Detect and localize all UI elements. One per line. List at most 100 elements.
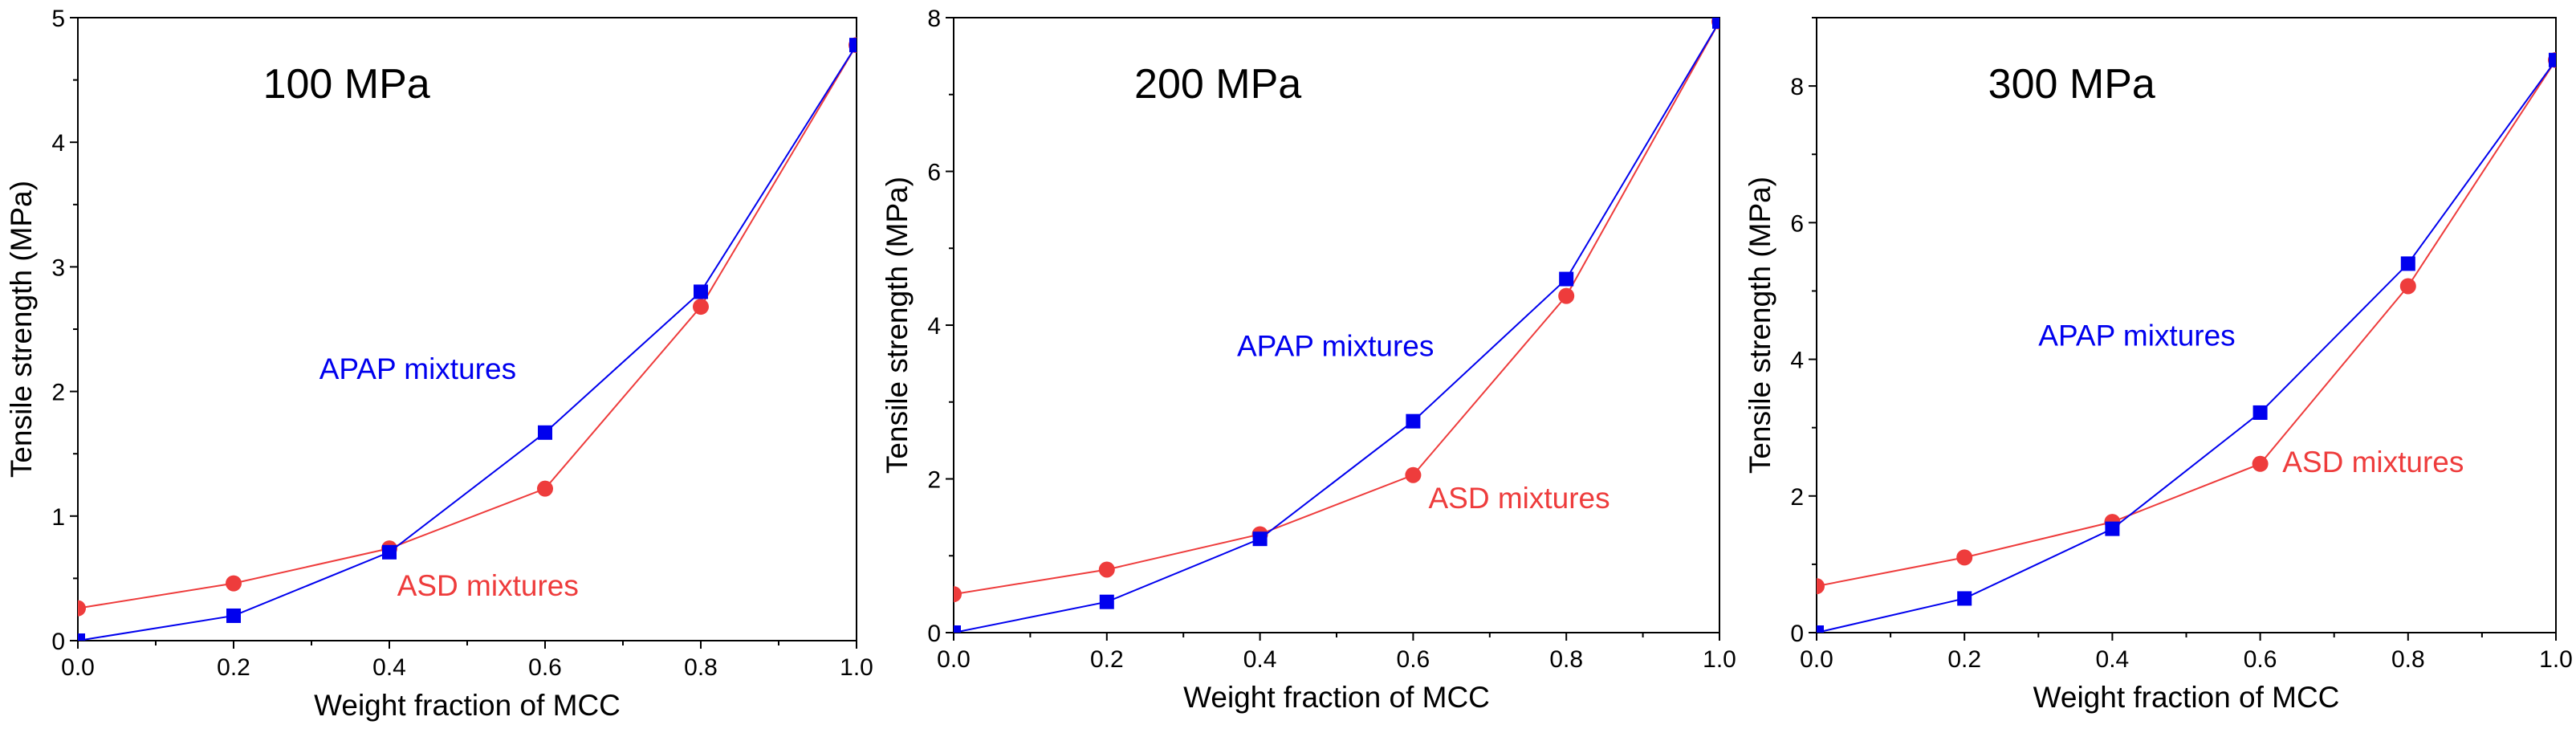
chart-panel-3: 0.0 0.2 0.4 0.6 0.8 1.0 0 2 4 6 8 Weight fraction o… [1744, 17, 2573, 714]
y-tick-label: 8 [927, 6, 941, 32]
x-tick-label: 0.0 [61, 654, 95, 681]
x-tick-label: 0.2 [217, 654, 250, 681]
data-point-asd [1098, 561, 1115, 578]
data-point-apap [1559, 271, 1574, 287]
annotation-asd-label: ASD mixtures [2282, 446, 2464, 478]
data-point-apap [538, 425, 552, 440]
x-axis-title: Weight fraction of MCC [314, 689, 621, 722]
series-line-asd [1817, 59, 2556, 588]
x-axis-title: Weight fraction of MCC [2033, 681, 2340, 714]
annotation-apap-label: APAP mixtures [2038, 320, 2235, 352]
annotation-asd-label: ASD mixtures [1428, 482, 1609, 515]
data-point-apap [1252, 531, 1268, 547]
x-tick-label: 0.6 [528, 654, 562, 681]
y-tick-label: 8 [1790, 74, 1804, 100]
panel-title: 200 MPa [1134, 61, 1301, 108]
x-tick-label: 0.4 [2096, 646, 2130, 673]
data-point-asd [226, 575, 242, 592]
annotation-asd-label: ASD mixtures [397, 569, 579, 602]
x-tick-label: 0.8 [684, 654, 718, 681]
series-line-apap [954, 21, 1719, 633]
data-point-apap [1957, 591, 1972, 606]
x-tick-label: 0.0 [937, 646, 971, 673]
plot-frame [953, 17, 1720, 633]
data-point-apap [2105, 521, 2120, 536]
y-axis-title: Tensile strength (MPa) [5, 181, 38, 478]
series-line-asd [78, 44, 857, 609]
panel-title: 100 MPa [263, 61, 430, 108]
data-point-apap [1712, 18, 1719, 29]
x-axis-title: Weight fraction of MCC [1183, 681, 1490, 714]
data-point-apap [2400, 256, 2415, 271]
series-asd [954, 18, 1719, 603]
data-point-asd [78, 600, 86, 617]
data-point-apap [382, 544, 397, 560]
x-tick-label: 1.0 [840, 654, 873, 681]
series-line-apap [78, 44, 857, 641]
data-point-asd [537, 480, 553, 497]
x-tick-label: 1.0 [2539, 646, 2573, 673]
data-point-apap [2252, 405, 2268, 420]
data-point-asd [1558, 287, 1575, 304]
y-tick-label: 2 [51, 380, 65, 406]
y-tick-label: 6 [1790, 210, 1804, 237]
plot-marks [1817, 51, 2556, 633]
data-point-asd [954, 586, 962, 603]
data-point-apap [1817, 625, 1824, 633]
y-axis-title: Tensile strength (MPa) [1744, 177, 1776, 474]
plot-marks [78, 37, 857, 641]
data-point-asd [1817, 578, 1825, 595]
panel-title: 300 MPa [1988, 61, 2155, 108]
y-tick-label: 1 [51, 504, 65, 531]
y-tick-label: 6 [927, 160, 941, 186]
data-point-asd [693, 299, 709, 316]
x-tick-label: 0.8 [1549, 646, 1583, 673]
data-point-apap [226, 608, 241, 623]
data-point-apap [694, 284, 708, 299]
annotation-apap-label: APAP mixtures [1237, 329, 1434, 362]
annotation-apap-label: APAP mixtures [319, 352, 516, 385]
chart-panel-1: 0.0 0.2 0.4 0.6 0.8 1.0 0 1 2 3 4 5 Weight fraction … [5, 6, 873, 722]
plot-frame [77, 17, 857, 641]
x-tick-label: 0.2 [1090, 646, 1124, 673]
y-tick-label: 2 [1790, 484, 1804, 511]
data-point-apap [78, 633, 85, 641]
y-axis-title: Tensile strength (MPa) [881, 177, 914, 474]
y-tick-label: 0 [51, 629, 65, 655]
data-point-apap [2549, 52, 2556, 67]
data-point-asd [2399, 278, 2416, 295]
x-tick-label: 0.6 [2244, 646, 2277, 673]
y-tick-label: 0 [927, 621, 941, 647]
data-point-apap [1406, 413, 1421, 429]
series-apap [78, 38, 857, 641]
series-line-apap [1817, 59, 2556, 633]
y-tick-label: 3 [51, 254, 65, 281]
data-point-asd [1956, 549, 1973, 566]
series-asd [78, 37, 857, 617]
series-line-asd [954, 21, 1719, 596]
y-tick-label: 0 [1790, 621, 1804, 647]
y-tick-label: 2 [927, 467, 941, 494]
x-tick-label: 0.2 [1947, 646, 1981, 673]
data-point-apap [954, 625, 961, 633]
x-tick-label: 0.0 [1800, 646, 1833, 673]
y-tick-label: 5 [51, 6, 65, 32]
x-tick-label: 0.6 [1397, 646, 1430, 673]
y-tick-label: 4 [51, 130, 65, 157]
x-tick-label: 0.8 [2391, 646, 2425, 673]
chart-panel-2: 0.0 0.2 0.4 0.6 0.8 1.0 0 2 4 6 8 Weight fraction o… [881, 6, 1736, 714]
y-tick-label: 4 [927, 313, 941, 340]
series-apap [954, 18, 1719, 633]
series-apap [1817, 52, 2556, 633]
plot-marks [954, 18, 1719, 633]
data-point-asd [1405, 466, 1422, 483]
data-point-apap [849, 38, 857, 53]
x-tick-label: 1.0 [1703, 646, 1736, 673]
x-tick-label: 0.4 [372, 654, 406, 681]
x-tick-label: 0.4 [1243, 646, 1277, 673]
y-tick-label: 4 [1790, 348, 1804, 374]
data-point-apap [1099, 594, 1114, 609]
data-point-asd [2252, 455, 2269, 472]
